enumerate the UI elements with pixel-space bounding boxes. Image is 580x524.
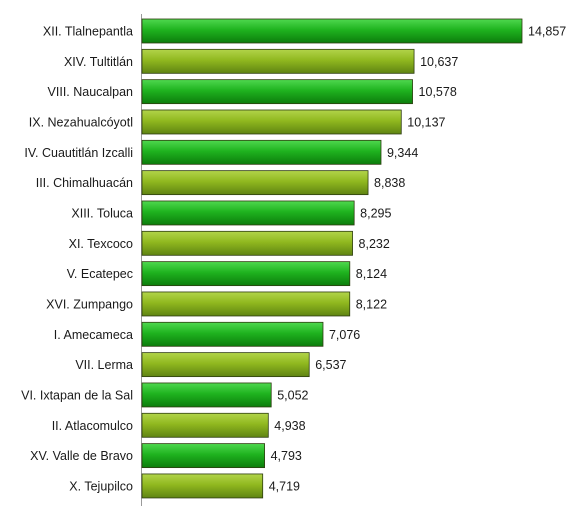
category-label: IV. Cuautitlán Izcalli [24, 146, 133, 160]
category-label: IX. Nezahualcóyotl [29, 115, 133, 129]
bar [141, 261, 351, 287]
value-label: 7,076 [329, 328, 360, 342]
bar [141, 443, 265, 469]
bar [141, 382, 272, 408]
bar [141, 291, 351, 317]
value-label: 10,637 [420, 55, 458, 69]
value-label: 8,122 [356, 297, 387, 311]
value-label: 8,124 [356, 267, 387, 281]
bar [141, 321, 324, 347]
bar [141, 352, 310, 378]
bar [141, 109, 402, 135]
category-label: XV. Valle de Bravo [30, 449, 133, 463]
category-label: V. Ecatepec [67, 267, 133, 281]
value-label: 9,344 [387, 146, 418, 160]
bar [141, 200, 355, 226]
value-label: 5,052 [277, 388, 308, 402]
category-label: XII. Tlalnepantla [43, 25, 133, 39]
category-label: XI. Texcoco [69, 237, 133, 251]
bar [141, 79, 413, 105]
category-label: I. Amecameca [54, 328, 133, 342]
category-label: VIII. Naucalpan [48, 85, 134, 99]
value-label: 14,857 [528, 25, 566, 39]
category-label: X. Tejupilco [69, 479, 133, 493]
category-label: XIII. Toluca [71, 206, 133, 220]
labels-layer: XII. Tlalnepantla 14,857 XIV. Tultitlán 10,… [21, 25, 566, 494]
value-label: 10,578 [419, 85, 457, 99]
category-label: II. Atlacomulco [52, 419, 133, 433]
bar [141, 412, 269, 438]
bar [141, 230, 353, 256]
bar [141, 18, 523, 44]
category-label: III. Chimalhuacán [36, 176, 133, 190]
value-label: 10,137 [407, 115, 445, 129]
bar [141, 170, 369, 196]
value-label: 8,232 [359, 237, 390, 251]
value-label: 8,295 [360, 206, 391, 220]
value-label: 8,838 [374, 176, 405, 190]
bar [141, 48, 415, 74]
value-label: 4,719 [269, 479, 300, 493]
bars-layer [141, 18, 523, 499]
value-label: 4,793 [271, 449, 302, 463]
category-label: XIV. Tultitlán [64, 55, 133, 69]
value-label: 6,537 [315, 358, 346, 372]
bar [141, 473, 264, 499]
category-label: VI. Ixtapan de la Sal [21, 388, 133, 402]
category-label: VII. Lerma [75, 358, 133, 372]
bar [141, 139, 382, 165]
value-label: 4,938 [274, 419, 305, 433]
category-label: XVI. Zumpango [46, 297, 133, 311]
